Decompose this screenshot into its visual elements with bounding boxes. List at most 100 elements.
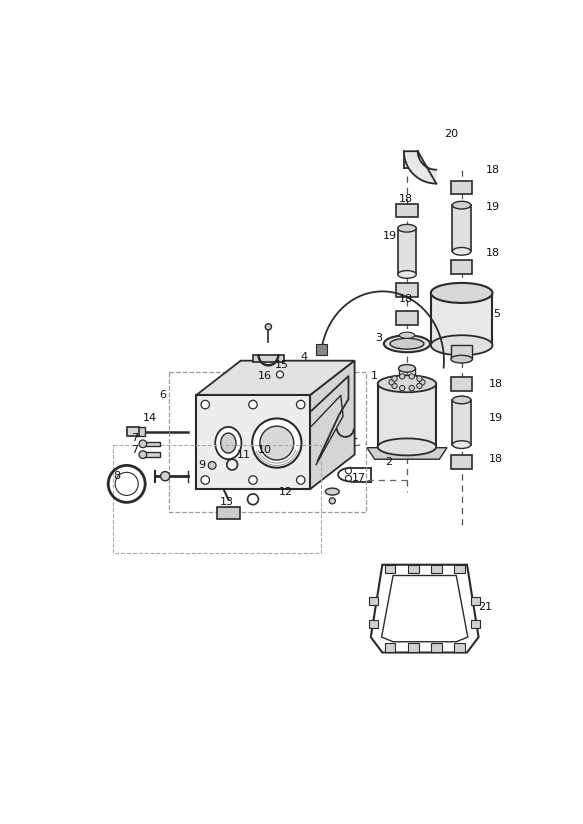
Ellipse shape: [431, 283, 493, 303]
Text: 19: 19: [486, 202, 500, 212]
Circle shape: [276, 371, 283, 378]
Circle shape: [160, 471, 170, 480]
Bar: [451, 456, 472, 469]
Bar: [454, 644, 465, 652]
Bar: [136, 427, 145, 436]
Circle shape: [417, 383, 422, 389]
Bar: [452, 205, 471, 251]
Text: 6: 6: [159, 391, 166, 400]
Text: 14: 14: [143, 414, 157, 424]
Circle shape: [201, 475, 209, 485]
Bar: [431, 644, 441, 652]
Bar: [408, 564, 419, 574]
Ellipse shape: [398, 224, 416, 232]
Text: 18: 18: [486, 165, 500, 175]
Ellipse shape: [431, 335, 493, 355]
Bar: [396, 311, 418, 325]
Text: 7: 7: [131, 445, 138, 455]
Circle shape: [249, 400, 257, 409]
Circle shape: [297, 475, 305, 485]
Ellipse shape: [220, 433, 236, 453]
Text: 4: 4: [300, 352, 307, 362]
Circle shape: [399, 386, 405, 391]
Bar: [385, 564, 395, 574]
Circle shape: [260, 426, 294, 460]
Ellipse shape: [452, 201, 471, 209]
Text: 20: 20: [445, 129, 459, 138]
Bar: [378, 384, 436, 447]
Text: 2: 2: [385, 457, 392, 467]
Bar: [398, 228, 416, 274]
Text: 1: 1: [371, 371, 378, 381]
Bar: [143, 452, 160, 457]
Bar: [143, 442, 160, 446]
Circle shape: [265, 324, 272, 330]
Text: 18: 18: [398, 194, 413, 204]
Ellipse shape: [378, 375, 436, 392]
Text: 19: 19: [489, 414, 503, 424]
Bar: [369, 620, 378, 628]
Circle shape: [297, 400, 305, 409]
Bar: [396, 283, 418, 297]
Ellipse shape: [378, 438, 436, 456]
Circle shape: [389, 380, 394, 385]
Bar: [127, 427, 139, 436]
Polygon shape: [367, 447, 447, 459]
Bar: [369, 597, 378, 605]
Text: 21: 21: [479, 602, 493, 612]
Bar: [471, 620, 480, 628]
Text: 13: 13: [220, 498, 234, 508]
Ellipse shape: [451, 355, 472, 363]
Text: 17: 17: [352, 473, 366, 483]
Circle shape: [201, 400, 209, 409]
Circle shape: [208, 461, 216, 469]
Circle shape: [420, 380, 425, 385]
Text: 11: 11: [237, 450, 251, 460]
Text: 10: 10: [258, 445, 272, 455]
Text: 7: 7: [131, 433, 138, 442]
Bar: [431, 564, 441, 574]
Bar: [452, 400, 471, 445]
Circle shape: [409, 374, 415, 379]
Text: 5: 5: [493, 310, 500, 320]
Polygon shape: [371, 564, 479, 653]
Text: 3: 3: [375, 333, 382, 343]
Text: 18: 18: [489, 379, 503, 389]
Text: 18: 18: [486, 248, 500, 258]
Polygon shape: [381, 575, 468, 642]
Bar: [451, 377, 472, 391]
Text: 15: 15: [275, 359, 289, 369]
Bar: [408, 644, 419, 652]
Bar: [196, 396, 310, 489]
Circle shape: [417, 376, 422, 382]
Bar: [253, 354, 284, 363]
Circle shape: [139, 451, 147, 458]
Circle shape: [329, 498, 335, 504]
Text: 18: 18: [489, 454, 503, 464]
Text: 9: 9: [198, 461, 205, 471]
Bar: [471, 597, 480, 605]
Bar: [316, 344, 327, 355]
Polygon shape: [196, 361, 354, 396]
Bar: [431, 293, 493, 345]
Ellipse shape: [452, 396, 471, 404]
Ellipse shape: [399, 332, 415, 339]
Circle shape: [399, 374, 405, 379]
Bar: [451, 260, 472, 274]
Circle shape: [392, 376, 397, 382]
Bar: [454, 564, 465, 574]
Ellipse shape: [325, 488, 339, 495]
Text: 18: 18: [398, 294, 413, 304]
Text: 8: 8: [113, 471, 120, 481]
Ellipse shape: [398, 270, 416, 279]
Text: 19: 19: [383, 231, 397, 241]
Ellipse shape: [390, 339, 424, 349]
Bar: [396, 204, 418, 218]
Ellipse shape: [215, 427, 241, 459]
Polygon shape: [310, 361, 354, 489]
Polygon shape: [404, 152, 436, 184]
Circle shape: [249, 475, 257, 485]
Text: 16: 16: [258, 371, 272, 381]
Text: 12: 12: [279, 487, 293, 497]
Circle shape: [139, 440, 147, 447]
